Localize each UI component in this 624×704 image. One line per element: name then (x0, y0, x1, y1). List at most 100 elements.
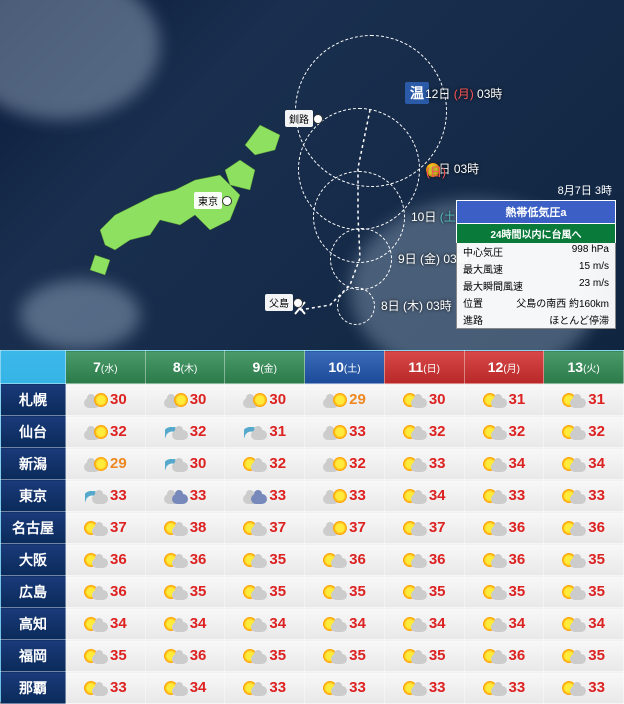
day-header: 11(日) (384, 351, 464, 384)
forecast-cell: 37 (225, 512, 305, 544)
forecast-cell: 32 (544, 416, 624, 448)
forecast-cell: 31 (464, 384, 544, 416)
city-dot (313, 114, 323, 124)
forecast-cell: 33 (384, 448, 464, 480)
forecast-cell: 35 (145, 576, 225, 608)
forecast-cell: 32 (305, 448, 385, 480)
forecast-cell: 36 (544, 512, 624, 544)
forecast-cell: 33 (145, 480, 225, 512)
forecast-cell: 34 (145, 672, 225, 704)
info-row: 進路ほとんど停滞 (456, 311, 616, 329)
day-header: 12(月) (464, 351, 544, 384)
timestamp: 8月7日 3時 (456, 180, 616, 200)
forecast-cell: 35 (225, 640, 305, 672)
forecast-cell: 34 (384, 608, 464, 640)
forecast-cell: 35 (305, 576, 385, 608)
forecast-cell: 33 (66, 672, 146, 704)
forecast-cell: 33 (544, 672, 624, 704)
forecast-cell: 33 (305, 672, 385, 704)
forecast-cell: 29 (66, 448, 146, 480)
city-row: 東京33333333343333 (1, 480, 624, 512)
forecast-cell: 33 (384, 672, 464, 704)
forecast-cell: 34 (464, 608, 544, 640)
forecast-cell: 33 (225, 672, 305, 704)
forecast-cell: 31 (225, 416, 305, 448)
info-row: 中心気圧998 hPa (456, 243, 616, 260)
info-row: 位置父島の南西 約160km (456, 294, 616, 311)
track-time-label: 12日 (月) 03時 (425, 85, 502, 102)
city-label: 釧路 (285, 110, 313, 127)
track-time-label: 11日 (日) 03時 (426, 160, 479, 177)
city-name: 高知 (1, 608, 66, 640)
forecast-cell: 38 (145, 512, 225, 544)
forecast-cell: 34 (464, 448, 544, 480)
forecast-cell: 36 (464, 512, 544, 544)
city-dot (222, 196, 232, 206)
city-label: 父島 (265, 294, 293, 311)
japan-outline (80, 120, 300, 300)
forecast-cell: 32 (145, 416, 225, 448)
forecast-table: 7(水)8(木)9(金)10(土)11(日)12(月)13(火) 札幌30303… (0, 350, 624, 704)
info-title: 熱帯低気圧a (456, 200, 616, 224)
day-header: 9(金) (225, 351, 305, 384)
forecast-cell: 36 (464, 640, 544, 672)
forecast-cell: 34 (66, 608, 146, 640)
forecast-cell: 32 (384, 416, 464, 448)
forecast-cell: 36 (305, 544, 385, 576)
city-name: 大阪 (1, 544, 66, 576)
forecast-cell: 32 (66, 416, 146, 448)
city-row: 仙台32323133323232 (1, 416, 624, 448)
forecast-cell: 37 (384, 512, 464, 544)
city-row: 名古屋37383737373636 (1, 512, 624, 544)
forecast-cell: 32 (464, 416, 544, 448)
forecast-cell: 35 (544, 640, 624, 672)
weekly-forecast: 7(水)8(木)9(金)10(土)11(日)12(月)13(火) 札幌30303… (0, 350, 624, 702)
forecast-cell: 34 (384, 480, 464, 512)
forecast-cell: 37 (305, 512, 385, 544)
forecast-cell: 30 (66, 384, 146, 416)
info-row: 最大瞬間風速23 m/s (456, 277, 616, 294)
city-row: 福岡35363535353635 (1, 640, 624, 672)
city-dot (293, 298, 303, 308)
forecast-cell: 36 (384, 544, 464, 576)
forecast-cell: 30 (225, 384, 305, 416)
forecast-cell: 37 (66, 512, 146, 544)
info-row: 最大風速15 m/s (456, 260, 616, 277)
forecast-cell: 36 (66, 544, 146, 576)
forecast-cell: 36 (145, 640, 225, 672)
forecast-cell: 34 (544, 448, 624, 480)
forecast-circle (337, 287, 375, 325)
city-label: 東京 (194, 192, 222, 209)
forecast-circle (295, 35, 447, 187)
day-header: 10(土) (305, 351, 385, 384)
forecast-cell: 35 (225, 576, 305, 608)
city-row: 大阪36363536363635 (1, 544, 624, 576)
city-name: 札幌 (1, 384, 66, 416)
city-row: 高知34343434343434 (1, 608, 624, 640)
forecast-cell: 35 (464, 576, 544, 608)
forecast-cell: 33 (66, 480, 146, 512)
forecast-cell: 35 (384, 640, 464, 672)
city-row: 広島36353535353535 (1, 576, 624, 608)
forecast-cell: 35 (225, 544, 305, 576)
forecast-cell: 33 (464, 672, 544, 704)
typhoon-info-panel: 8月7日 3時 熱帯低気圧a 24時間以内に台風へ 中心気圧998 hPa最大風… (456, 180, 616, 329)
forecast-cell: 36 (66, 576, 146, 608)
city-row: 札幌30303029303131 (1, 384, 624, 416)
forecast-cell: 30 (145, 384, 225, 416)
forecast-cell: 35 (544, 544, 624, 576)
city-row: 新潟29303232333434 (1, 448, 624, 480)
forecast-cell: 35 (384, 576, 464, 608)
forecast-cell: 32 (225, 448, 305, 480)
typhoon-map: 釧路東京父島 温 8日 (木) 03時9日 (金) 03時10日 (土) 03時… (0, 0, 624, 350)
forecast-cell: 34 (225, 608, 305, 640)
city-name: 仙台 (1, 416, 66, 448)
forecast-cell: 33 (305, 480, 385, 512)
forecast-cell: 35 (305, 640, 385, 672)
city-row: 那覇33343333333333 (1, 672, 624, 704)
info-subtitle: 24時間以内に台風へ (456, 224, 616, 243)
forecast-cell: 36 (145, 544, 225, 576)
track-time-label: 8日 (木) 03時 (381, 297, 452, 314)
forecast-cell: 34 (145, 608, 225, 640)
city-name: 東京 (1, 480, 66, 512)
